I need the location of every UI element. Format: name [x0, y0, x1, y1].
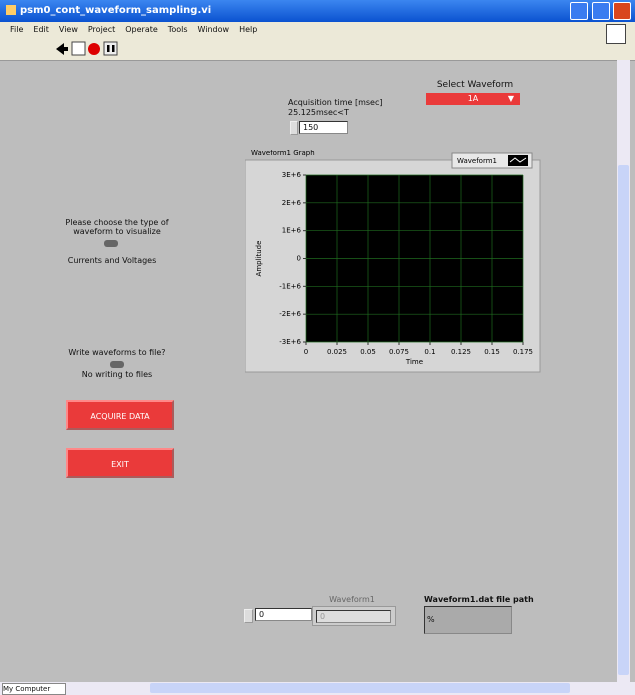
y-tick-label: 3E+6 [282, 171, 302, 179]
index-spinner[interactable] [244, 609, 253, 623]
acq-input[interactable]: 150 [299, 121, 348, 134]
exit-button[interactable]: EXIT [66, 448, 174, 478]
menu-item[interactable]: Edit [33, 25, 49, 34]
select-label: Select Waveform [436, 80, 514, 90]
legend-line [509, 157, 527, 163]
menu-item[interactable]: Tools [167, 25, 188, 34]
waveform-graph: Waveform1 Graph Waveform1 Time Amplitude 0 0.… [245, 150, 541, 373]
y-tick-label: -1E+6 [279, 282, 301, 290]
x-tick-label: 0.025 [327, 348, 347, 356]
maximize[interactable] [591, 2, 610, 20]
type-state: Currents and Voltages [67, 256, 157, 265]
x-tick-label: 0 [304, 348, 308, 356]
write-switch[interactable] [110, 361, 124, 368]
type-label: Please choose the type of waveform to vi… [65, 218, 169, 236]
type-switch[interactable] [104, 240, 118, 247]
pause[interactable] [103, 41, 118, 56]
menu-item[interactable]: Operate [125, 25, 158, 34]
y-tick-label: -3E+6 [279, 338, 301, 346]
index-input[interactable]: 0 [255, 608, 312, 621]
menu-item[interactable]: Window [197, 25, 230, 34]
run-continuous[interactable] [71, 41, 86, 56]
menu-item[interactable]: Help [239, 25, 258, 34]
x-tick-label: 0.075 [389, 348, 409, 356]
acq-label: Acquisition time [msec] [288, 98, 383, 107]
close[interactable] [613, 2, 631, 20]
path-label: Waveform1.dat file path [424, 595, 534, 604]
window-controls [570, 2, 631, 29]
scroll-thumb[interactable] [618, 165, 629, 675]
window-title: psm0_cont_waveform_sampling.vi [20, 5, 212, 16]
select-value: 1A [467, 94, 479, 103]
legend-label: Waveform1 [457, 157, 497, 165]
acq-note: 25.125msec<T [288, 108, 349, 117]
graph-title: Waveform1 Graph [251, 150, 315, 157]
context-label: My Computer [2, 683, 66, 695]
run-tools [56, 41, 118, 56]
acquire-button[interactable]: ACQUIRE DATA [66, 400, 174, 430]
x-tick-label: 0.1 [424, 348, 435, 356]
spinner[interactable] [290, 121, 298, 135]
title-bar: psm0_cont_waveform_sampling.vi [0, 0, 635, 22]
minimize[interactable] [570, 2, 589, 20]
write-label: Write waveforms to file? [68, 348, 166, 357]
y-tick-label: 0 [297, 255, 301, 263]
array-label: Waveform1 [329, 595, 375, 604]
x-tick-label: 0.125 [451, 348, 471, 356]
y-axis-label: Amplitude [255, 241, 263, 277]
y-tick-label: 1E+6 [282, 227, 302, 235]
app-icon [6, 5, 16, 15]
abort[interactable] [88, 43, 100, 55]
y-tick-label: -2E+6 [279, 310, 301, 318]
pause-bar [112, 45, 115, 52]
menu-item[interactable]: Project [87, 25, 116, 34]
path-field[interactable]: % [424, 606, 512, 634]
array-frame: 0 [312, 606, 396, 626]
y-tick-label: 2E+6 [282, 199, 302, 207]
x-tick-label: 0.175 [513, 348, 533, 356]
x-tick-label: 0.05 [360, 348, 376, 356]
vi-icon [606, 24, 626, 44]
pause-bar [107, 45, 110, 52]
horizontal-scrollbar: My Computer [0, 682, 635, 695]
menu-item[interactable]: File [10, 25, 24, 34]
toolbar [0, 24, 635, 61]
menu-bar: File Edit View Project Operate Tools Window Hel… [0, 22, 635, 38]
x-axis-label: Time [405, 358, 423, 366]
waveform-select[interactable]: 1A ▼ [426, 93, 520, 105]
run-button[interactable] [56, 43, 68, 55]
vertical-scrollbar[interactable] [617, 60, 630, 682]
hscroll-thumb[interactable] [150, 683, 570, 693]
write-state: No writing to files [81, 370, 153, 379]
x-tick-label: 0.15 [484, 348, 500, 356]
array-element: 0 [316, 610, 391, 623]
path-value: % [427, 615, 435, 624]
menu-item[interactable]: View [58, 25, 78, 34]
